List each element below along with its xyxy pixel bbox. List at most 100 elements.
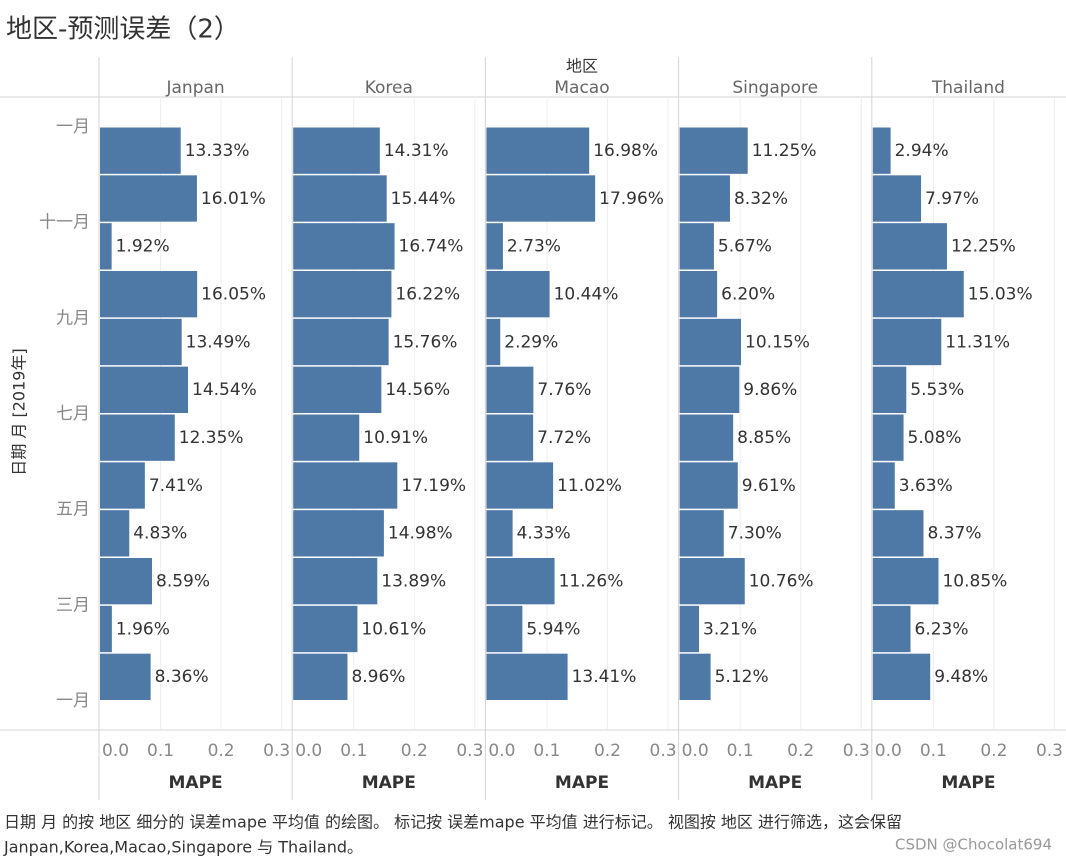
x-tick-label: 0.3	[650, 741, 677, 761]
bar	[100, 462, 145, 509]
value-label: 16.01%	[201, 189, 266, 209]
bar	[872, 605, 911, 653]
value-label: 6.23%	[915, 619, 969, 639]
bar	[486, 175, 596, 222]
value-label: 7.72%	[537, 428, 591, 448]
x-axis-label: MAPE	[748, 773, 802, 793]
bar	[486, 223, 503, 270]
bar	[872, 510, 924, 557]
bar	[100, 414, 175, 461]
bar	[293, 127, 380, 174]
value-label: 10.91%	[363, 428, 428, 448]
x-axis-label: MAPE	[555, 773, 609, 793]
panel-label: Korea	[365, 78, 413, 98]
bar	[486, 605, 523, 653]
bar	[486, 653, 568, 700]
value-label: 13.33%	[185, 141, 250, 161]
value-label: 10.44%	[554, 284, 619, 304]
value-label: 5.53%	[910, 380, 964, 400]
bar	[872, 223, 947, 270]
value-label: 14.54%	[192, 380, 257, 400]
x-tick-label: 0.2	[787, 741, 814, 761]
x-tick-label: 0.3	[456, 741, 483, 761]
bar	[100, 127, 181, 174]
x-tick-label: 0.2	[401, 741, 428, 761]
x-axis-label: MAPE	[169, 773, 223, 793]
bar	[679, 462, 738, 509]
bar	[872, 366, 907, 413]
bar	[872, 558, 939, 605]
value-label: 11.25%	[752, 141, 817, 161]
value-label: 13.49%	[186, 332, 251, 352]
y-tick-label: 一月	[56, 691, 90, 711]
bar	[679, 558, 745, 605]
bar	[100, 653, 151, 700]
x-tick-label: 0.2	[980, 741, 1007, 761]
value-label: 11.02%	[557, 476, 622, 496]
panel-label: Singapore	[732, 78, 818, 98]
x-axis-label: MAPE	[941, 773, 995, 793]
bar	[872, 175, 922, 222]
x-tick-label: 0.0	[682, 741, 709, 761]
value-label: 1.92%	[116, 237, 170, 257]
value-label: 16.74%	[399, 237, 464, 257]
panel-label: Janpan	[165, 78, 224, 98]
bar	[100, 510, 130, 557]
x-tick-label: 0.0	[875, 741, 902, 761]
value-label: 8.85%	[737, 428, 791, 448]
bar	[486, 318, 501, 366]
bar	[679, 366, 740, 413]
bar	[872, 414, 904, 461]
bar	[293, 223, 395, 270]
value-label: 2.73%	[507, 237, 561, 257]
value-label: 5.67%	[718, 237, 772, 257]
bar	[293, 510, 384, 557]
bar	[293, 366, 382, 413]
value-label: 11.26%	[559, 571, 624, 591]
y-tick-label: 七月	[56, 404, 90, 424]
bar	[872, 318, 942, 366]
facet-label: 地区	[566, 57, 598, 76]
x-tick-label: 0.1	[340, 741, 367, 761]
bar	[293, 653, 348, 700]
panel-label: Macao	[554, 78, 609, 98]
value-label: 6.20%	[721, 284, 775, 304]
bar	[293, 605, 358, 653]
x-tick-label: 0.0	[295, 741, 322, 761]
bar	[679, 414, 734, 461]
bar	[293, 318, 389, 366]
bar	[486, 558, 555, 605]
x-tick-label: 0.0	[488, 741, 515, 761]
value-label: 7.76%	[537, 380, 591, 400]
bar	[679, 127, 748, 174]
value-label: 16.05%	[201, 284, 266, 304]
value-label: 9.61%	[742, 476, 796, 496]
x-axis-label: MAPE	[362, 773, 416, 793]
y-tick-label: 五月	[56, 500, 90, 520]
value-label: 7.30%	[728, 524, 782, 544]
bar	[100, 175, 197, 222]
value-label: 8.37%	[927, 524, 981, 544]
value-label: 16.98%	[593, 141, 658, 161]
value-label: 8.36%	[155, 667, 209, 687]
value-label: 9.48%	[934, 667, 988, 687]
value-label: 8.32%	[734, 189, 788, 209]
x-tick-label: 0.2	[594, 741, 621, 761]
value-label: 14.98%	[388, 524, 453, 544]
x-tick-label: 0.3	[1036, 741, 1063, 761]
x-tick-label: 0.1	[533, 741, 560, 761]
value-label: 10.76%	[749, 571, 814, 591]
x-tick-label: 0.0	[102, 741, 129, 761]
bar	[679, 510, 724, 557]
value-label: 2.94%	[895, 141, 949, 161]
bar	[486, 127, 590, 174]
bar	[486, 462, 554, 509]
value-label: 5.94%	[526, 619, 580, 639]
bar	[486, 510, 513, 557]
bar	[293, 558, 378, 605]
bar	[679, 605, 700, 653]
bar	[100, 271, 198, 318]
bar	[872, 462, 895, 509]
value-label: 3.21%	[703, 619, 757, 639]
